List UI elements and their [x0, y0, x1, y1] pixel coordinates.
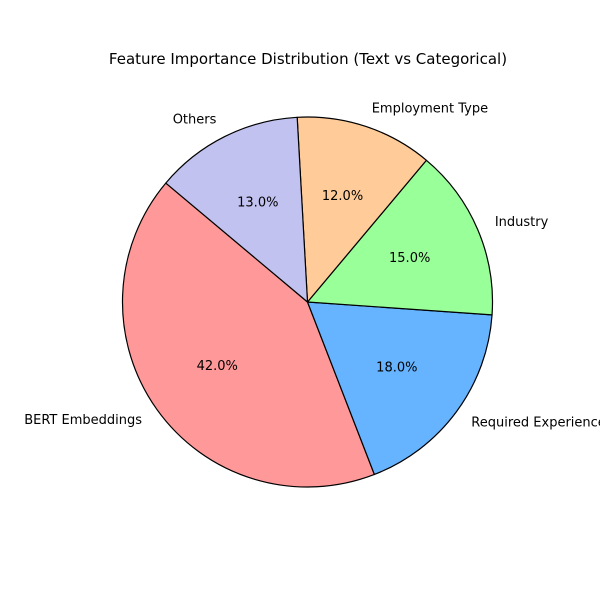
- slice-label-bert-embeddings: BERT Embeddings: [24, 413, 142, 428]
- chart-title: Feature Importance Distribution (Text vs…: [109, 50, 507, 68]
- pie-slice-required-experience: [306, 301, 493, 476]
- pie-slice-bert-embeddings: [121, 182, 375, 488]
- percent-label-bert-embeddings: 42.0%: [197, 359, 238, 374]
- percent-label-industry: 15.0%: [389, 251, 430, 266]
- pie-slices: [121, 116, 494, 488]
- slice-labels: BERT Embeddings Required Experience Indust…: [24, 101, 600, 430]
- percent-label-employment-type: 12.0%: [322, 189, 363, 204]
- slice-label-employment-type: Employment Type: [372, 101, 488, 116]
- percent-label-required-experience: 18.0%: [376, 360, 417, 375]
- slice-label-industry: Industry: [495, 215, 549, 230]
- percent-labels: 42.0% 18.0% 15.0% 12.0% 13.0%: [197, 189, 431, 375]
- percent-label-others: 13.0%: [237, 195, 278, 210]
- slice-label-others: Others: [173, 113, 217, 128]
- pie-slice-others: [165, 116, 309, 303]
- pie-slice-employment-type: [296, 116, 428, 303]
- slice-label-required-experience: Required Experience: [471, 415, 600, 430]
- pie-slice-industry: [306, 159, 494, 316]
